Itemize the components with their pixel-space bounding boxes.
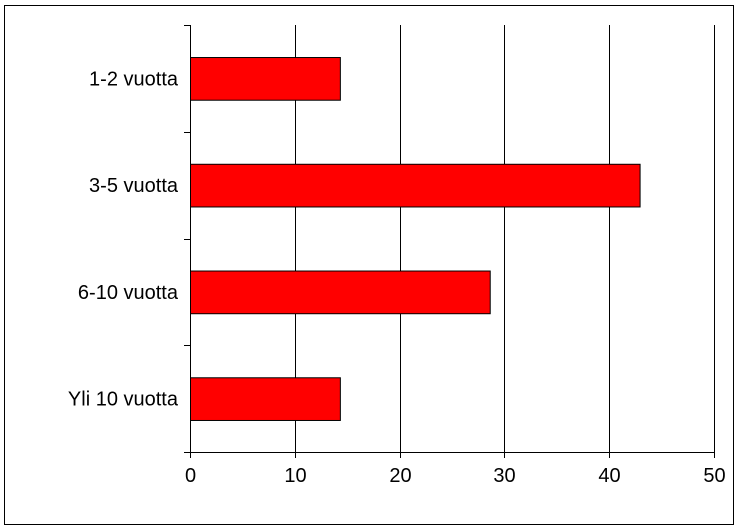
bar-6-10-vuotta bbox=[190, 270, 491, 315]
category-label-6-10-vuotta: 6-10 vuotta bbox=[78, 282, 179, 304]
x-tick-label-50: 50 bbox=[703, 465, 725, 487]
gridlines bbox=[295, 25, 715, 452]
category-label-3-5-vuotta: 3-5 vuotta bbox=[89, 175, 179, 197]
x-tick-label-10: 10 bbox=[284, 465, 306, 487]
axes bbox=[184, 25, 715, 458]
bar-3-5-vuotta bbox=[190, 163, 641, 208]
x-tick-label-20: 20 bbox=[389, 465, 411, 487]
category-label-1-2-vuotta: 1-2 vuotta bbox=[89, 68, 179, 90]
category-label-yli-10-vuotta: Yli 10 vuotta bbox=[68, 389, 179, 411]
x-tick-label-40: 40 bbox=[598, 465, 620, 487]
x-tick-label-30: 30 bbox=[493, 465, 515, 487]
bar-yli-10-vuotta bbox=[190, 377, 341, 421]
labels: 0 10 20 30 40 50 1-2 vuotta 3-5 vuotta 6-10 vuot… bbox=[68, 68, 726, 487]
chart-frame bbox=[4, 5, 734, 525]
x-tick-label-0: 0 bbox=[185, 465, 196, 487]
bars bbox=[190, 57, 641, 421]
bar-1-2-vuotta bbox=[190, 57, 341, 101]
